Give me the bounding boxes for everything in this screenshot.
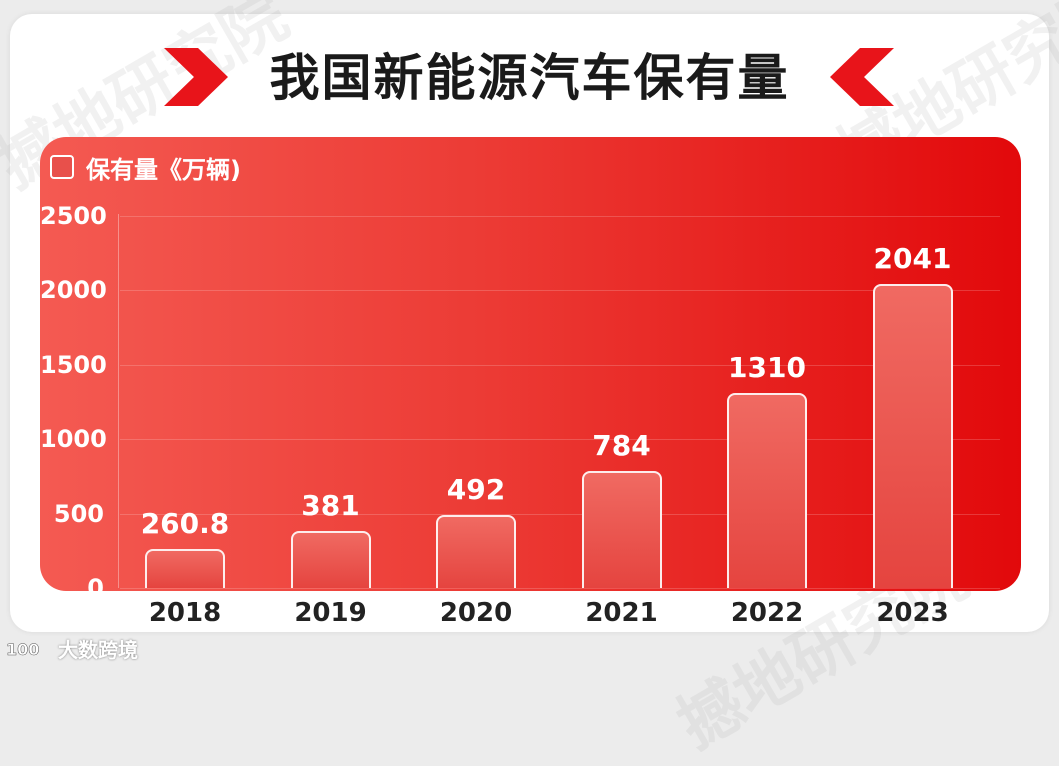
chevron-left-icon — [830, 48, 894, 106]
brand-logo-icon: 100 — [6, 639, 40, 659]
bar-2022 — [727, 393, 807, 588]
x-tick-label: 2018 — [148, 598, 222, 628]
gridline — [120, 364, 1000, 366]
chevron-right-icon — [164, 48, 228, 106]
footer-brand: 100 大数跨境 — [6, 634, 138, 663]
x-tick-label: 2019 — [294, 598, 367, 628]
bar-value-label: 784 — [592, 429, 651, 463]
bar-2023 — [872, 284, 953, 588]
footer-label: 大数跨境 — [58, 638, 138, 662]
gridline — [120, 290, 1000, 292]
gridline — [120, 588, 1000, 589]
legend: 保有量《万辆) — [50, 147, 241, 187]
bar-2020 — [436, 514, 516, 588]
x-tick-label: 2022 — [730, 598, 804, 628]
y-tick-label: 500 — [53, 499, 104, 528]
gridline — [120, 513, 1000, 515]
x-tick-label: 2021 — [585, 598, 658, 628]
y-tick-label: 1000 — [40, 425, 107, 454]
chart-panel — [40, 137, 1021, 591]
y-axis-line — [118, 214, 119, 588]
bar-2018 — [145, 549, 225, 588]
x-tick-label: 2020 — [439, 598, 513, 628]
bar-2021 — [581, 471, 662, 588]
bar-2019 — [290, 531, 371, 588]
bar-value-label: 1310 — [728, 351, 806, 385]
gridline — [120, 216, 1000, 217]
bar-value-label: 260.8 — [140, 507, 230, 541]
x-tick-label: 2023 — [876, 598, 949, 628]
svg-text:100: 100 — [6, 640, 39, 659]
y-tick-label: 0 — [87, 574, 104, 602]
bar-value-label: 381 — [301, 489, 360, 523]
y-tick-label: 1500 — [40, 350, 107, 379]
gridline — [120, 439, 1000, 441]
title-area: 我国新能源汽车保有量 — [0, 24, 1059, 124]
chart-title: 我国新能源汽车保有量 — [269, 49, 790, 107]
y-tick-label: 2500 — [40, 202, 107, 230]
bar-value-label: 492 — [446, 472, 506, 506]
legend-label: 保有量《万辆) — [86, 155, 241, 184]
legend-swatch — [50, 155, 74, 179]
bar-value-label: 2041 — [873, 242, 952, 276]
y-tick-label: 2000 — [40, 276, 107, 305]
